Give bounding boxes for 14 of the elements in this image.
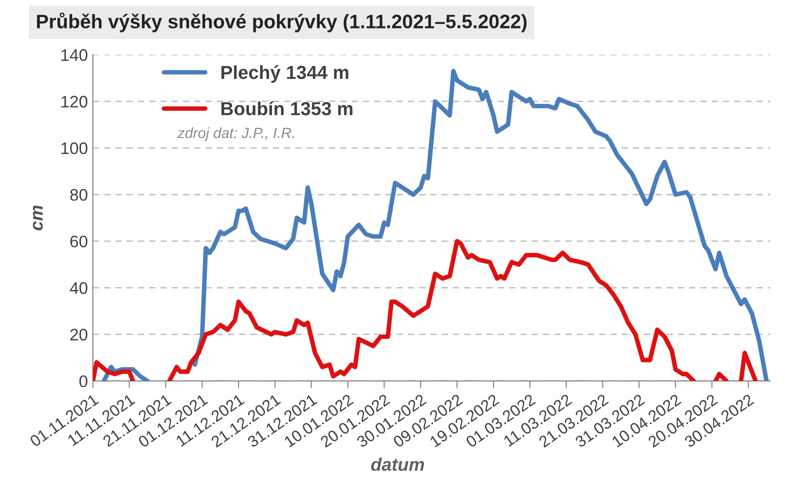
- y-tick-label: 140: [62, 49, 88, 61]
- y-tick-label: 0: [79, 375, 88, 388]
- y-tick-label: 100: [62, 142, 88, 154]
- y-axis-title: cm: [32, 206, 43, 230]
- y-tick-label: 120: [62, 96, 88, 108]
- annotation: zdroj dat: J.P., I.R.: [177, 127, 294, 141]
- y-tick-label: 80: [70, 188, 88, 201]
- legend-label: Plechý 1344 m: [221, 65, 348, 83]
- y-tick-label: 60: [70, 236, 88, 248]
- chart-title: Průběh výšky sněhové pokrývky (1.11.2021–5.5.2022): [37, 12, 527, 32]
- legend-label: Boubín 1353 m: [221, 101, 352, 116]
- y-tick-label: 40: [70, 282, 88, 294]
- x-axis-title: datum: [371, 458, 424, 471]
- y-tick-label: 20: [70, 328, 88, 341]
